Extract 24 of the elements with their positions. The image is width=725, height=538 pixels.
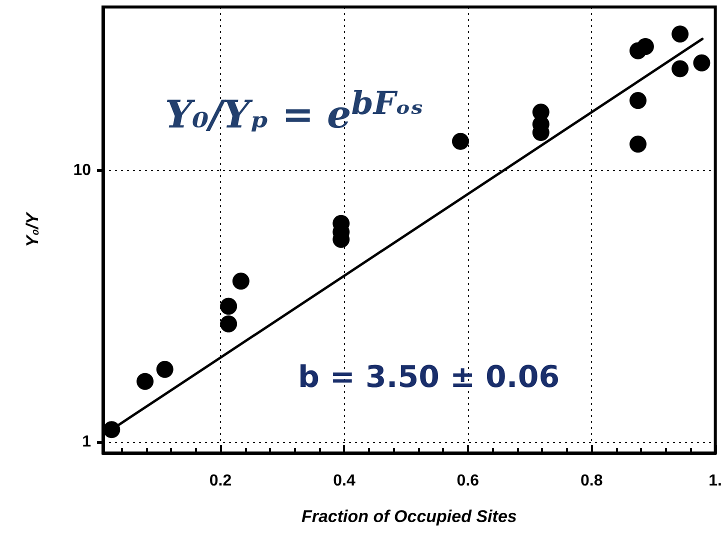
point (220, 315, 238, 332)
point (232, 272, 250, 290)
x-tick-label: 0.6 (456, 472, 480, 490)
point (103, 421, 120, 438)
x-tick-label: 0.8 (580, 472, 603, 490)
point (693, 54, 710, 72)
annotation: Y₀/Yₚ = e$^{bFₒₛ}$ (165, 85, 424, 137)
y-tick-label: 1 (82, 433, 92, 450)
x-tick-label: 0.2 (209, 472, 232, 490)
point (220, 298, 238, 315)
x-tick-label: 1. (708, 472, 722, 490)
point (636, 38, 654, 56)
point (452, 132, 469, 150)
point (630, 92, 647, 109)
point (672, 60, 689, 78)
point (156, 360, 174, 378)
annotation: b = 3.50 ± 0.06 (298, 360, 560, 395)
point (630, 136, 647, 153)
point (136, 372, 154, 390)
y-tick-label: 10 (73, 162, 92, 179)
point (672, 26, 689, 43)
y-axis-title: Y₀/Y (23, 211, 42, 248)
x-axis-title: Fraction of Occupied Sites (301, 507, 517, 526)
x-tick-label: 0.4 (333, 472, 356, 490)
